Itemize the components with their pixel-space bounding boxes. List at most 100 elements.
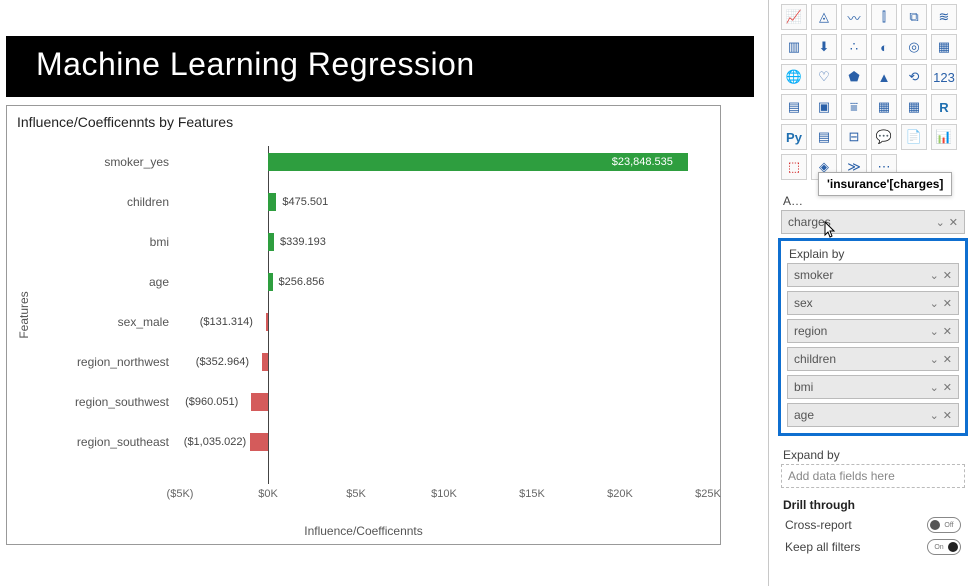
cross-report-row: Cross-report Off bbox=[775, 514, 971, 536]
bar[interactable] bbox=[268, 193, 276, 211]
multi-card-icon[interactable]: ▤ bbox=[781, 94, 807, 120]
drill-through-label: Drill through bbox=[775, 492, 971, 514]
x-tick: $10K bbox=[431, 488, 457, 500]
cross-report-toggle[interactable]: Off bbox=[927, 517, 961, 533]
chart-visual[interactable]: Influence/Coefficennts by Features Featu… bbox=[6, 105, 721, 545]
funnel-icon[interactable]: ⬇ bbox=[811, 34, 837, 60]
chevron-down-icon[interactable]: ⌄ bbox=[936, 216, 945, 229]
powerapps-icon[interactable]: ⬚ bbox=[781, 154, 807, 180]
bar-row: region_northwest($352.964) bbox=[45, 346, 708, 378]
globe-icon[interactable]: 🌐 bbox=[781, 64, 807, 90]
filled-map-icon[interactable]: ♡ bbox=[811, 64, 837, 90]
line-area-icon[interactable]: ⧉ bbox=[901, 4, 927, 30]
field-name: sex bbox=[794, 296, 813, 310]
x-tick: ($5K) bbox=[167, 488, 194, 500]
bar[interactable] bbox=[268, 273, 273, 291]
category-label: bmi bbox=[45, 226, 175, 258]
analyze-field-name: charges bbox=[788, 215, 831, 229]
explain-by-label: Explain by bbox=[781, 245, 965, 263]
combo-chart-icon[interactable]: ⫿ bbox=[871, 4, 897, 30]
paginated-icon[interactable]: 📊 bbox=[931, 124, 957, 150]
bar-row: sex_male($131.314) bbox=[45, 306, 708, 338]
explain-field-well[interactable]: children⌄✕ bbox=[787, 347, 959, 371]
chevron-down-icon[interactable]: ⌄ bbox=[930, 409, 939, 422]
table-icon[interactable]: ▦ bbox=[871, 94, 897, 120]
azure-map-icon[interactable]: ▲ bbox=[871, 64, 897, 90]
x-axis: ($5K)$0K$5K$10K$15K$20K$25K bbox=[180, 488, 708, 518]
chevron-down-icon[interactable]: ⌄ bbox=[930, 269, 939, 282]
category-label: region_southeast bbox=[45, 426, 175, 458]
keep-filters-toggle[interactable]: On bbox=[927, 539, 961, 555]
bar[interactable] bbox=[251, 393, 268, 411]
slicer-icon[interactable]: ⩸ bbox=[841, 94, 867, 120]
bar-value-label: $475.501 bbox=[282, 186, 328, 218]
field-tooltip: 'insurance'[charges] bbox=[818, 172, 952, 196]
bar[interactable] bbox=[262, 353, 268, 371]
line-chart-icon[interactable]: 📈 bbox=[781, 4, 807, 30]
remove-field-icon[interactable]: ✕ bbox=[943, 269, 952, 282]
bar-row: region_southeast ($1,035.022) bbox=[45, 426, 708, 458]
analyze-field-well[interactable]: charges ⌄ ✕ bbox=[781, 210, 965, 234]
explain-field-well[interactable]: sex ⌄ ✕ bbox=[787, 291, 959, 315]
x-tick: $20K bbox=[607, 488, 633, 500]
scatter-icon[interactable]: ∴ bbox=[841, 34, 867, 60]
x-axis-label: Influence/Coefficennts bbox=[7, 524, 720, 538]
key-influencer-icon[interactable]: ▤ bbox=[811, 124, 837, 150]
bar-row: children $475.501 bbox=[45, 186, 708, 218]
decomp-tree-icon[interactable]: ⊟ bbox=[841, 124, 867, 150]
chevron-down-icon[interactable]: ⌄ bbox=[930, 297, 939, 310]
card-123-icon[interactable]: 123 bbox=[931, 64, 957, 90]
explain-field-well[interactable]: smoker⌄✕ bbox=[787, 263, 959, 287]
category-label: smoker_yes bbox=[45, 146, 175, 178]
chevron-down-icon[interactable]: ⌄ bbox=[930, 381, 939, 394]
visualizations-panel: 📈◬〰⫿⧉≋▥⬇∴◐◎▦🌐♡⬟▲⟲123▤▣⩸▦▦RPy▤⊟💬📄📊⬚◈≫⋯ 'i… bbox=[775, 0, 971, 586]
stacked-area-icon[interactable]: 〰 bbox=[841, 4, 867, 30]
category-label: sex_male bbox=[45, 306, 175, 338]
matrix-icon[interactable]: ▦ bbox=[901, 94, 927, 120]
bar[interactable] bbox=[268, 233, 274, 251]
bar-value-label: $256.856 bbox=[279, 266, 325, 298]
bar-row: age$256.856 bbox=[45, 266, 708, 298]
kpi-icon[interactable]: ▣ bbox=[811, 94, 837, 120]
area-chart-icon[interactable]: ◬ bbox=[811, 4, 837, 30]
shape-map-icon[interactable]: ⬟ bbox=[841, 64, 867, 90]
field-name: region bbox=[794, 324, 827, 338]
bar[interactable] bbox=[266, 313, 268, 331]
chevron-down-icon[interactable]: ⌄ bbox=[930, 353, 939, 366]
donut-icon[interactable]: ◎ bbox=[901, 34, 927, 60]
expand-by-well[interactable]: Add data fields here bbox=[781, 464, 965, 488]
explain-field-well[interactable]: bmi⌄✕ bbox=[787, 375, 959, 399]
explain-field-well[interactable]: age⌄✕ bbox=[787, 403, 959, 427]
bar-row: region_southwest($960.051) bbox=[45, 386, 708, 418]
keep-filters-label: Keep all filters bbox=[785, 540, 860, 554]
bar-value-label: $339.193 bbox=[280, 226, 326, 258]
remove-field-icon[interactable]: ✕ bbox=[949, 216, 958, 229]
x-tick: $5K bbox=[346, 488, 366, 500]
bar[interactable] bbox=[250, 433, 268, 451]
category-label: children bbox=[45, 186, 175, 218]
remove-field-icon[interactable]: ✕ bbox=[943, 381, 952, 394]
r-visual-icon[interactable]: R bbox=[931, 94, 957, 120]
narrative-icon[interactable]: 📄 bbox=[901, 124, 927, 150]
treemap-icon[interactable]: ▦ bbox=[931, 34, 957, 60]
remove-field-icon[interactable]: ✕ bbox=[943, 353, 952, 366]
bar-row: bmi $339.193 bbox=[45, 226, 708, 258]
explain-field-well[interactable]: region ⌄ ✕ bbox=[787, 319, 959, 343]
expand-by-placeholder: Add data fields here bbox=[788, 469, 895, 483]
ribbon-chart-icon[interactable]: ≋ bbox=[931, 4, 957, 30]
py-visual-icon[interactable]: Py bbox=[781, 124, 807, 150]
gauge-icon[interactable]: ⟲ bbox=[901, 64, 927, 90]
report-canvas: Machine Learning Regression Influence/Co… bbox=[0, 0, 760, 586]
bar-value-label: ($1,035.022) bbox=[184, 426, 246, 458]
remove-field-icon[interactable]: ✕ bbox=[943, 297, 952, 310]
x-tick: $0K bbox=[258, 488, 278, 500]
pie-icon[interactable]: ◐ bbox=[871, 34, 897, 60]
category-label: region_northwest bbox=[45, 346, 175, 378]
qa-icon[interactable]: 💬 bbox=[871, 124, 897, 150]
bar-row: smoker_yes$23,848.535 bbox=[45, 146, 708, 178]
explain-by-highlight: Explain by smoker⌄✕sex⌄✕region⌄✕children… bbox=[778, 238, 968, 436]
chevron-down-icon[interactable]: ⌄ bbox=[930, 325, 939, 338]
column-chart-icon[interactable]: ▥ bbox=[781, 34, 807, 60]
remove-field-icon[interactable]: ✕ bbox=[943, 409, 952, 422]
remove-field-icon[interactable]: ✕ bbox=[943, 325, 952, 338]
